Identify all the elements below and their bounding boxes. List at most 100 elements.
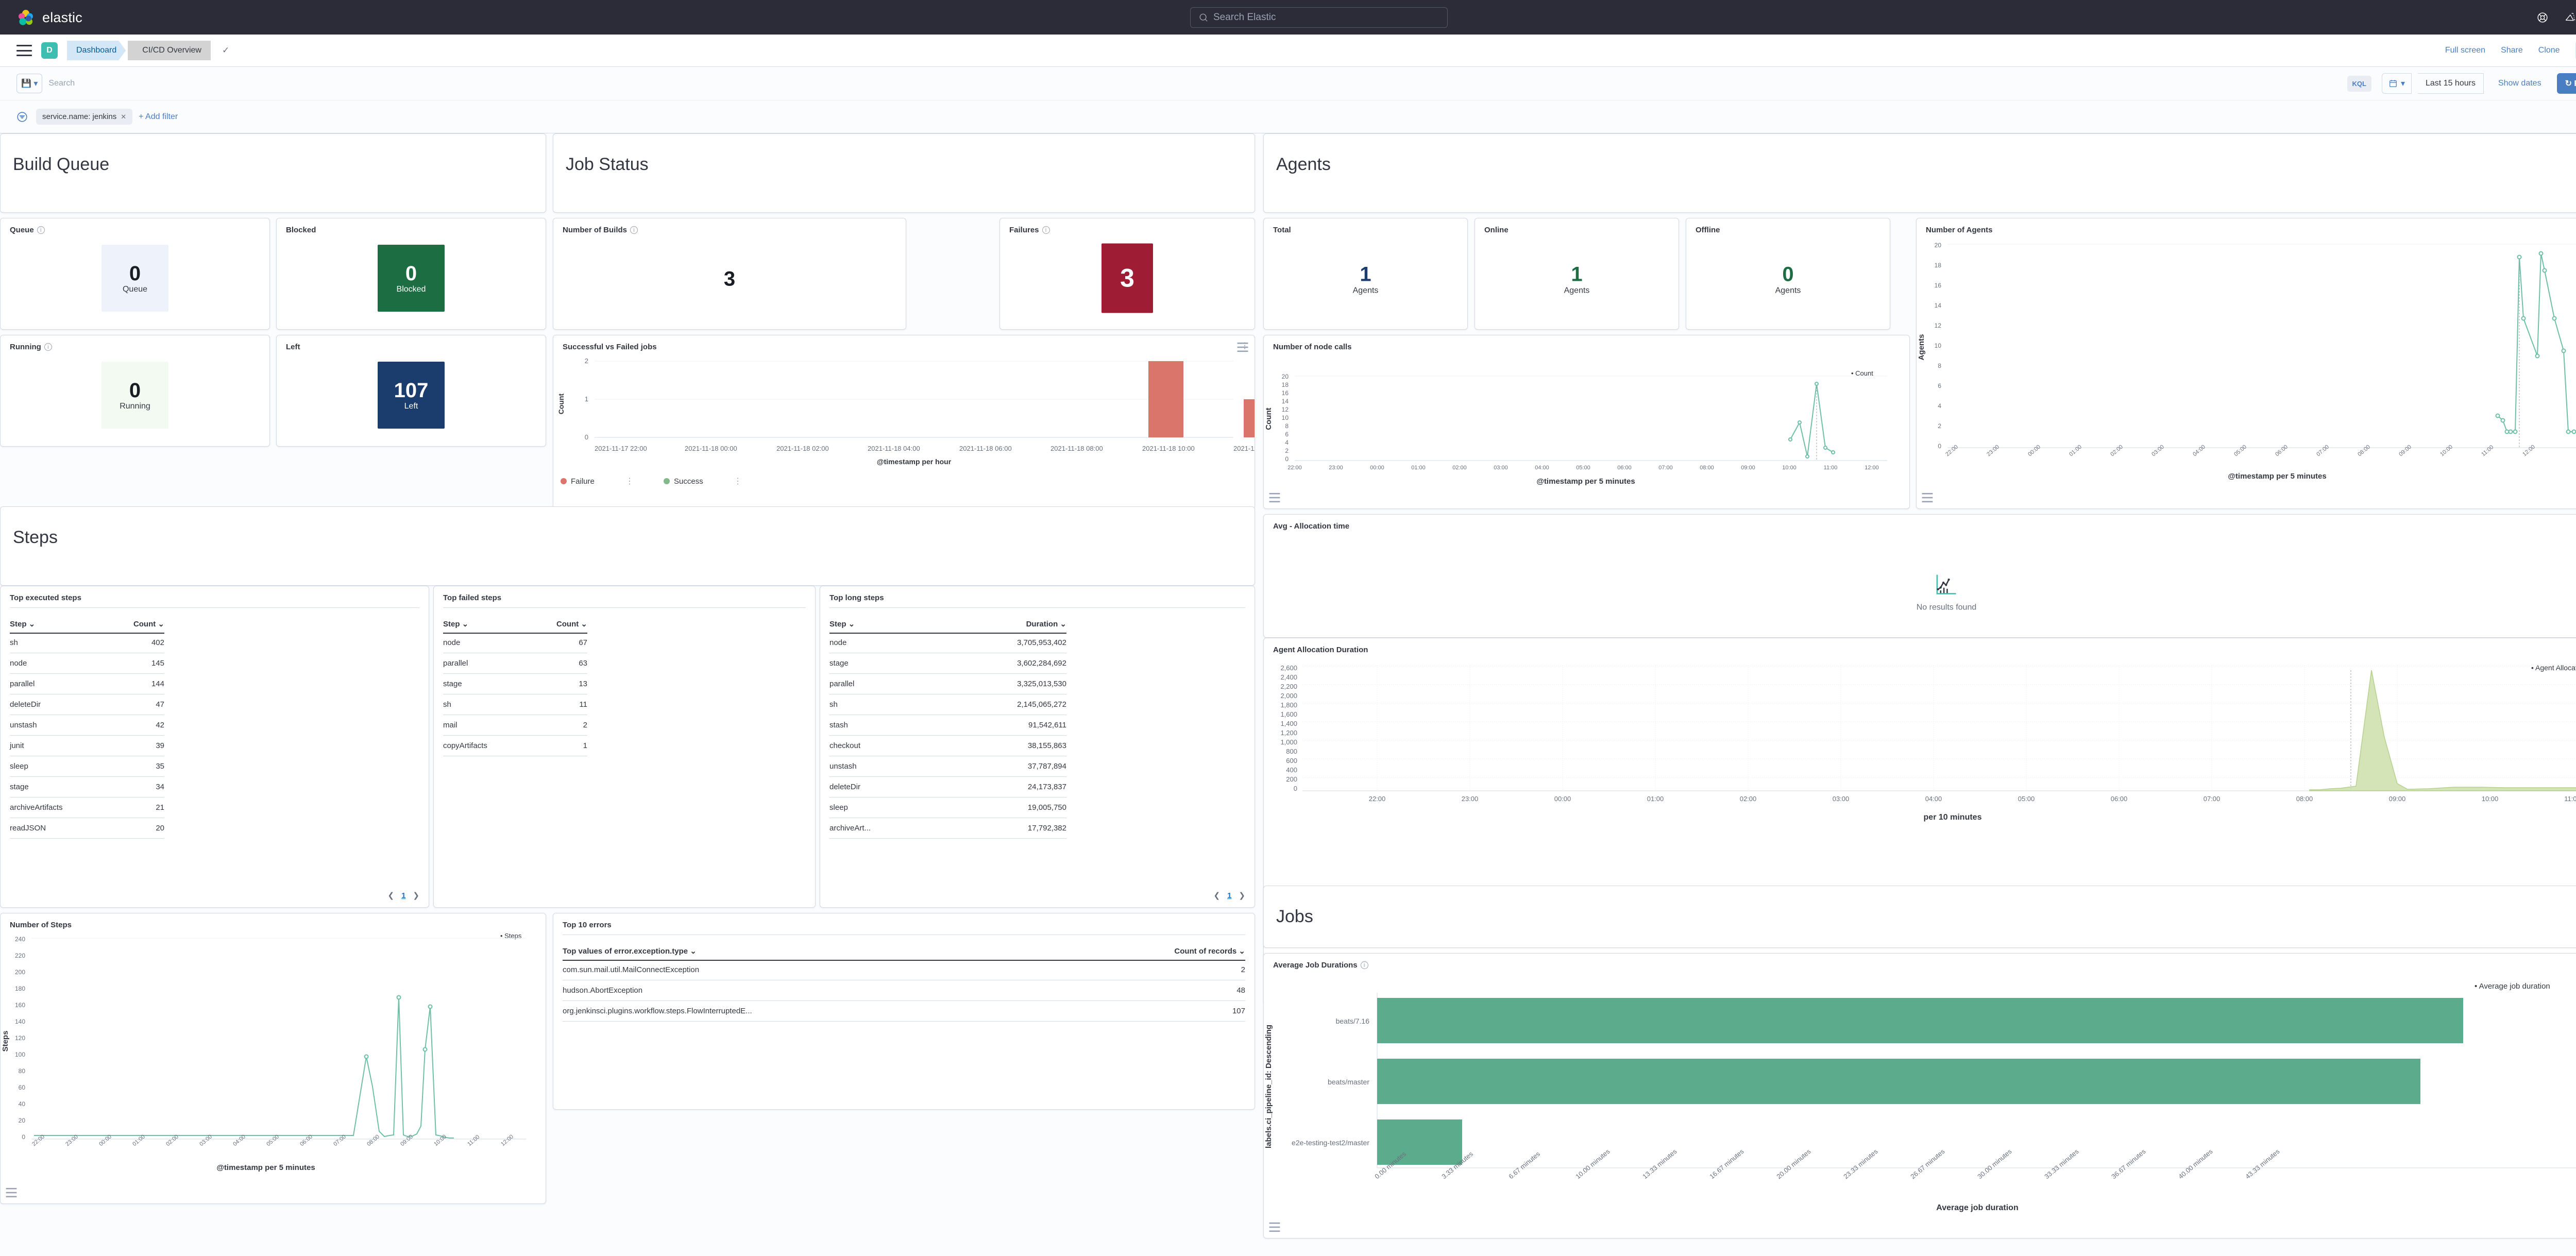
svg-text:06:00: 06:00 bbox=[1617, 465, 1632, 471]
svg-text:@timestamp per 5 minutes: @timestamp per 5 minutes bbox=[2228, 472, 2326, 481]
svg-text:400: 400 bbox=[1286, 766, 1297, 774]
svg-text:240: 240 bbox=[15, 936, 25, 943]
svg-text:20: 20 bbox=[1935, 242, 1942, 249]
svg-text:• Average job duration: • Average job duration bbox=[2475, 982, 2550, 991]
svg-text:0: 0 bbox=[585, 433, 588, 441]
svg-text:1,000: 1,000 bbox=[1280, 738, 1297, 746]
svg-text:80: 80 bbox=[19, 1067, 26, 1075]
svg-text:05:00: 05:00 bbox=[1576, 465, 1590, 471]
svg-text:8: 8 bbox=[1938, 362, 1941, 369]
svg-text:26.67 minutes: 26.67 minutes bbox=[1909, 1147, 1946, 1180]
svg-text:Count: Count bbox=[557, 393, 565, 414]
svg-text:e2e-testing-test2/master: e2e-testing-test2/master bbox=[1292, 1139, 1369, 1147]
svg-text:2021-11-18 10:00: 2021-11-18 10:00 bbox=[1142, 445, 1195, 452]
svg-text:Steps: Steps bbox=[1, 1031, 10, 1052]
svg-text:11:00: 11:00 bbox=[1824, 465, 1838, 471]
svg-text:13.33 minutes: 13.33 minutes bbox=[1641, 1147, 1679, 1180]
svg-text:Success: Success bbox=[674, 477, 703, 486]
svg-text:01:00: 01:00 bbox=[2068, 444, 2083, 457]
svg-text:beats/master: beats/master bbox=[1328, 1078, 1369, 1086]
svg-text:12:00: 12:00 bbox=[2521, 444, 2536, 457]
svg-text:0: 0 bbox=[22, 1133, 25, 1141]
svg-text:2,200: 2,200 bbox=[1280, 683, 1297, 690]
svg-text:2021-11-18 04:00: 2021-11-18 04:00 bbox=[868, 445, 920, 452]
svg-text:04:00: 04:00 bbox=[1535, 465, 1549, 471]
svg-text:• Agent Allocation Tim... 33.: • Agent Allocation Tim... 33.611 bbox=[2531, 664, 2576, 672]
svg-text:07:00: 07:00 bbox=[2315, 444, 2330, 457]
svg-text:100: 100 bbox=[15, 1051, 25, 1058]
svg-text:beats/7.16: beats/7.16 bbox=[1336, 1017, 1370, 1025]
svg-text:20: 20 bbox=[19, 1117, 26, 1124]
svg-text:⋮: ⋮ bbox=[625, 477, 634, 486]
svg-text:00:00: 00:00 bbox=[1370, 465, 1384, 471]
svg-text:10:00: 10:00 bbox=[1782, 465, 1797, 471]
svg-text:@timestamp per 5 minutes: @timestamp per 5 minutes bbox=[216, 1163, 315, 1172]
svg-text:08:00: 08:00 bbox=[2357, 444, 2371, 457]
svg-text:16: 16 bbox=[1282, 389, 1289, 397]
svg-text:• Steps: • Steps bbox=[500, 932, 522, 940]
svg-text:6: 6 bbox=[1938, 382, 1941, 389]
svg-text:Failure: Failure bbox=[571, 477, 595, 486]
svg-text:2,400: 2,400 bbox=[1280, 673, 1297, 681]
svg-text:02:00: 02:00 bbox=[2109, 444, 2124, 457]
svg-text:06:00: 06:00 bbox=[2111, 795, 2128, 803]
svg-text:33.33 minutes: 33.33 minutes bbox=[2043, 1147, 2080, 1180]
svg-text:2,000: 2,000 bbox=[1280, 692, 1297, 700]
svg-text:2021-11-18 12:00: 2021-11-18 12:00 bbox=[1233, 445, 1255, 452]
svg-text:2021-11-18 06:00: 2021-11-18 06:00 bbox=[959, 445, 1012, 452]
svg-text:43.33 minutes: 43.33 minutes bbox=[2244, 1147, 2281, 1180]
svg-text:120: 120 bbox=[15, 1034, 25, 1042]
svg-text:2021-11-18 00:00: 2021-11-18 00:00 bbox=[685, 445, 737, 452]
svg-text:1,200: 1,200 bbox=[1280, 729, 1297, 737]
svg-text:16: 16 bbox=[1935, 282, 1942, 289]
svg-text:4: 4 bbox=[1938, 402, 1941, 410]
svg-text:01:00: 01:00 bbox=[1411, 465, 1426, 471]
svg-text:180: 180 bbox=[15, 985, 25, 992]
svg-text:2: 2 bbox=[585, 357, 588, 365]
svg-text:Agents: Agents bbox=[1917, 334, 1926, 361]
svg-text:2,600: 2,600 bbox=[1280, 664, 1297, 672]
svg-text:60: 60 bbox=[19, 1084, 26, 1091]
svg-text:10.00 minutes: 10.00 minutes bbox=[1574, 1147, 1612, 1180]
svg-text:10:00: 10:00 bbox=[2439, 444, 2454, 457]
svg-text:12: 12 bbox=[1282, 406, 1289, 413]
svg-text:23:00: 23:00 bbox=[1329, 465, 1343, 471]
svg-text:06:00: 06:00 bbox=[2274, 444, 2289, 457]
svg-text:0: 0 bbox=[1285, 455, 1289, 463]
svg-text:@timestamp per hour: @timestamp per hour bbox=[877, 457, 952, 466]
svg-text:Average job duration: Average job duration bbox=[1936, 1203, 2018, 1212]
svg-text:30.00 minutes: 30.00 minutes bbox=[1976, 1147, 2013, 1180]
svg-text:labels.ci_pipeline_id: Descend: labels.ci_pipeline_id: Descending bbox=[1264, 1025, 1273, 1148]
svg-text:04:00: 04:00 bbox=[1925, 795, 1942, 803]
svg-text:23:00: 23:00 bbox=[1462, 795, 1479, 803]
svg-text:⋮: ⋮ bbox=[734, 477, 742, 486]
svg-text:2: 2 bbox=[1285, 447, 1289, 454]
svg-text:01:00: 01:00 bbox=[1647, 795, 1664, 803]
svg-text:22:00: 22:00 bbox=[1369, 795, 1386, 803]
svg-text:11:00: 11:00 bbox=[2564, 795, 2576, 803]
svg-text:0: 0 bbox=[1294, 785, 1297, 792]
svg-text:6: 6 bbox=[1285, 431, 1289, 438]
svg-text:18: 18 bbox=[1282, 381, 1289, 388]
svg-text:1: 1 bbox=[585, 395, 588, 403]
svg-text:2021-11-18 02:00: 2021-11-18 02:00 bbox=[776, 445, 829, 452]
svg-text:09:00: 09:00 bbox=[2389, 795, 2406, 803]
svg-text:03:00: 03:00 bbox=[1494, 465, 1508, 471]
svg-text:0: 0 bbox=[1938, 443, 1941, 450]
svg-text:20.00 minutes: 20.00 minutes bbox=[1775, 1147, 1812, 1180]
svg-text:05:00: 05:00 bbox=[2233, 444, 2248, 457]
svg-text:02:00: 02:00 bbox=[1452, 465, 1467, 471]
svg-text:02:00: 02:00 bbox=[1740, 795, 1757, 803]
svg-text:12:00: 12:00 bbox=[1865, 465, 1879, 471]
svg-text:18: 18 bbox=[1935, 262, 1942, 269]
svg-text:1,400: 1,400 bbox=[1280, 720, 1297, 727]
svg-text:40: 40 bbox=[19, 1100, 26, 1108]
svg-text:07:00: 07:00 bbox=[2204, 795, 2221, 803]
svg-text:22:00: 22:00 bbox=[1944, 444, 1959, 457]
svg-text:4: 4 bbox=[1285, 439, 1289, 446]
svg-text:09:00: 09:00 bbox=[2398, 444, 2413, 457]
svg-text:10: 10 bbox=[1935, 342, 1942, 349]
svg-text:11:00: 11:00 bbox=[2480, 444, 2495, 457]
svg-text:14: 14 bbox=[1935, 302, 1942, 309]
svg-text:10: 10 bbox=[1282, 414, 1289, 421]
